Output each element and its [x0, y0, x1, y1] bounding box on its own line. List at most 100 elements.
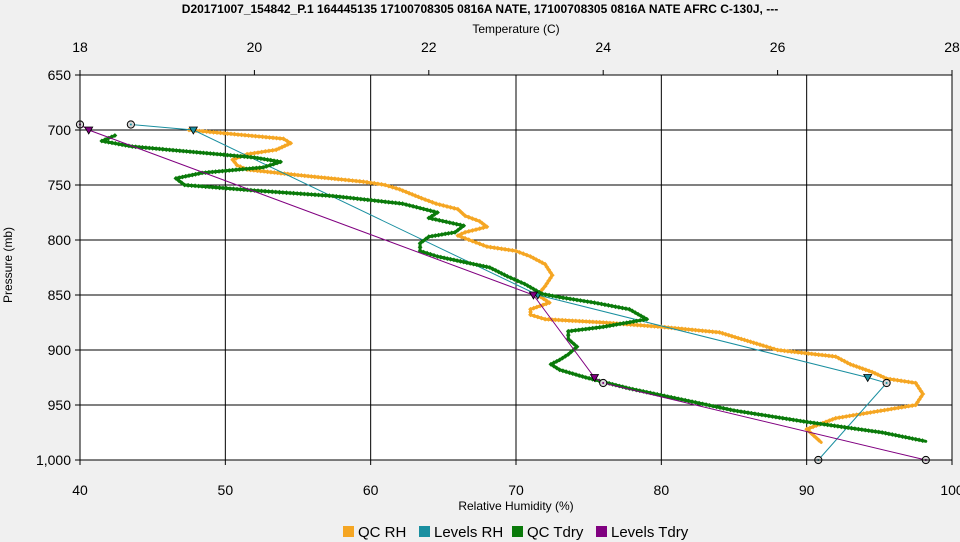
- data-point: [891, 377, 897, 383]
- data-point: [885, 407, 891, 412]
- data-point: [335, 176, 341, 182]
- data-point: [633, 387, 639, 393]
- legend: QC RH Levels RH QC Tdry Levels Tdry: [343, 524, 689, 541]
- data-point: [488, 244, 493, 250]
- data-point: [913, 436, 919, 442]
- data-point: [607, 320, 613, 326]
- data-point: [253, 133, 258, 139]
- data-point: [239, 132, 244, 138]
- data-point: [309, 174, 314, 179]
- data-point: [600, 320, 606, 325]
- y-tick-label: 800: [48, 232, 72, 248]
- data-point: [470, 228, 475, 233]
- data-point: [194, 149, 200, 155]
- data-point: [749, 410, 754, 416]
- data-point: [546, 292, 552, 298]
- data-point: [756, 412, 761, 417]
- data-point: [443, 219, 449, 225]
- data-point: [267, 162, 273, 168]
- data-point: [116, 141, 122, 147]
- data-point: [764, 344, 770, 350]
- data-point: [804, 419, 810, 425]
- data-point: [218, 152, 223, 157]
- data-point: [237, 167, 242, 172]
- data-point: [364, 179, 370, 185]
- data-point: [566, 318, 572, 323]
- data-point: [284, 190, 289, 196]
- x2-tick-label: 20: [247, 39, 263, 55]
- data-point: [361, 197, 367, 202]
- data-point: [260, 165, 266, 170]
- data-point: [368, 197, 374, 203]
- data-point: [816, 352, 821, 358]
- data-point: [271, 161, 276, 167]
- data-point: [916, 437, 922, 443]
- data-point: [586, 375, 592, 381]
- data-point: [432, 233, 438, 238]
- data-point: [631, 322, 637, 328]
- data-point: [249, 133, 255, 139]
- data-point: [499, 246, 504, 252]
- data-point: [288, 172, 294, 177]
- data-point: [403, 202, 409, 207]
- data-point: [474, 262, 480, 268]
- data-point: [196, 171, 202, 176]
- data-point: [572, 328, 578, 333]
- data-point: [903, 434, 909, 440]
- data-point: [515, 278, 521, 284]
- data-point: [146, 145, 152, 151]
- data-point: [261, 169, 267, 174]
- data-point: [467, 261, 473, 266]
- data-point: [480, 263, 486, 269]
- data-point: [273, 147, 279, 153]
- data-point: [631, 319, 636, 324]
- data-point: [323, 193, 329, 198]
- data-point: [173, 176, 179, 181]
- data-point: [261, 156, 267, 162]
- data-point: [234, 162, 240, 168]
- data-point: [828, 422, 834, 428]
- data-point: [287, 190, 293, 196]
- data-point: [599, 301, 604, 307]
- data-point: [455, 227, 461, 233]
- data-point: [886, 431, 892, 437]
- data-point: [449, 230, 455, 236]
- data-point: [150, 145, 156, 151]
- data-point: [580, 318, 586, 324]
- data-point: [849, 425, 854, 431]
- data-point: [609, 303, 615, 309]
- data-point: [429, 216, 435, 222]
- data-point: [270, 135, 276, 141]
- data-point: [264, 163, 269, 169]
- data-point: [332, 176, 338, 182]
- data-point: [627, 319, 633, 325]
- data-point: [511, 277, 517, 282]
- data-point: [847, 413, 852, 419]
- data-point: [682, 326, 688, 332]
- series-line-levels-rh: [130, 124, 888, 461]
- data-point: [193, 171, 198, 177]
- data-point: [433, 217, 439, 222]
- data-point: [417, 244, 423, 250]
- data-point: [721, 405, 726, 411]
- data-point: [861, 411, 866, 416]
- data-point: [262, 149, 268, 154]
- data-point: [590, 325, 596, 331]
- data-point: [568, 349, 574, 355]
- data-point: [597, 324, 603, 330]
- data-point: [257, 165, 263, 171]
- data-point: [451, 257, 457, 263]
- x2-tick-label: 18: [72, 39, 88, 55]
- data-point: [710, 329, 715, 335]
- data-point: [444, 256, 450, 261]
- data-point: [386, 199, 392, 205]
- data-point: [792, 349, 798, 355]
- data-point: [459, 231, 464, 237]
- data-point: [422, 197, 428, 202]
- data-point: [574, 344, 580, 350]
- data-point: [466, 214, 472, 220]
- data-point: [224, 152, 230, 158]
- data-point: [624, 320, 630, 326]
- data-point: [177, 148, 183, 154]
